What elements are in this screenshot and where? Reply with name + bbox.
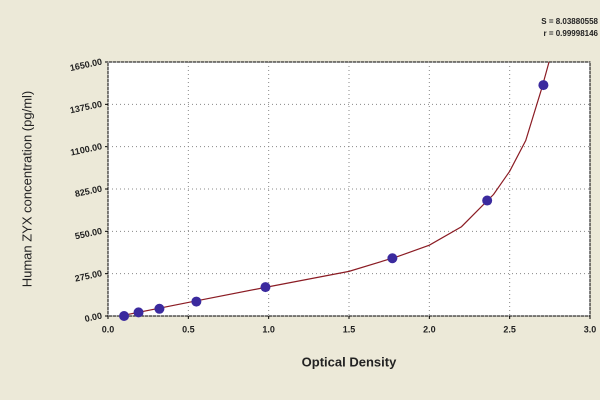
y-tick-label: 0.00 (84, 310, 103, 323)
fit-stat: S = 8.03880558 (541, 17, 598, 26)
data-point (482, 195, 493, 206)
data-point (260, 282, 271, 293)
x-tick-label: 2.0 (423, 324, 436, 334)
data-point (538, 80, 549, 91)
data-point (387, 253, 398, 264)
y-axis-title: Human ZYX concentration (pg/ml) (19, 91, 34, 288)
y-tick-label: 1100.00 (69, 141, 102, 157)
x-axis-title: Optical Density (302, 354, 397, 369)
y-tick-label: 1375.00 (69, 99, 103, 116)
data-point (119, 311, 130, 321)
x-tick-label: 3.0 (584, 324, 597, 334)
x-tick-label: 1.0 (262, 324, 275, 334)
x-tick-label: 0.5 (182, 324, 195, 334)
y-tick-label: 550.00 (74, 226, 103, 242)
x-tick-label: 1.5 (343, 324, 356, 334)
data-point (133, 307, 144, 318)
y-tick-label: 1650.00 (69, 56, 103, 73)
fit-stat: r = 0.99998146 (544, 29, 599, 38)
data-point (154, 303, 165, 314)
x-tick-label: 2.5 (503, 324, 516, 334)
fit-curve (123, 61, 550, 316)
y-tick-label: 825.00 (74, 183, 103, 199)
data-point (191, 296, 202, 307)
y-tick-label: 275.00 (74, 268, 103, 284)
x-tick-label: 0.0 (102, 324, 115, 334)
